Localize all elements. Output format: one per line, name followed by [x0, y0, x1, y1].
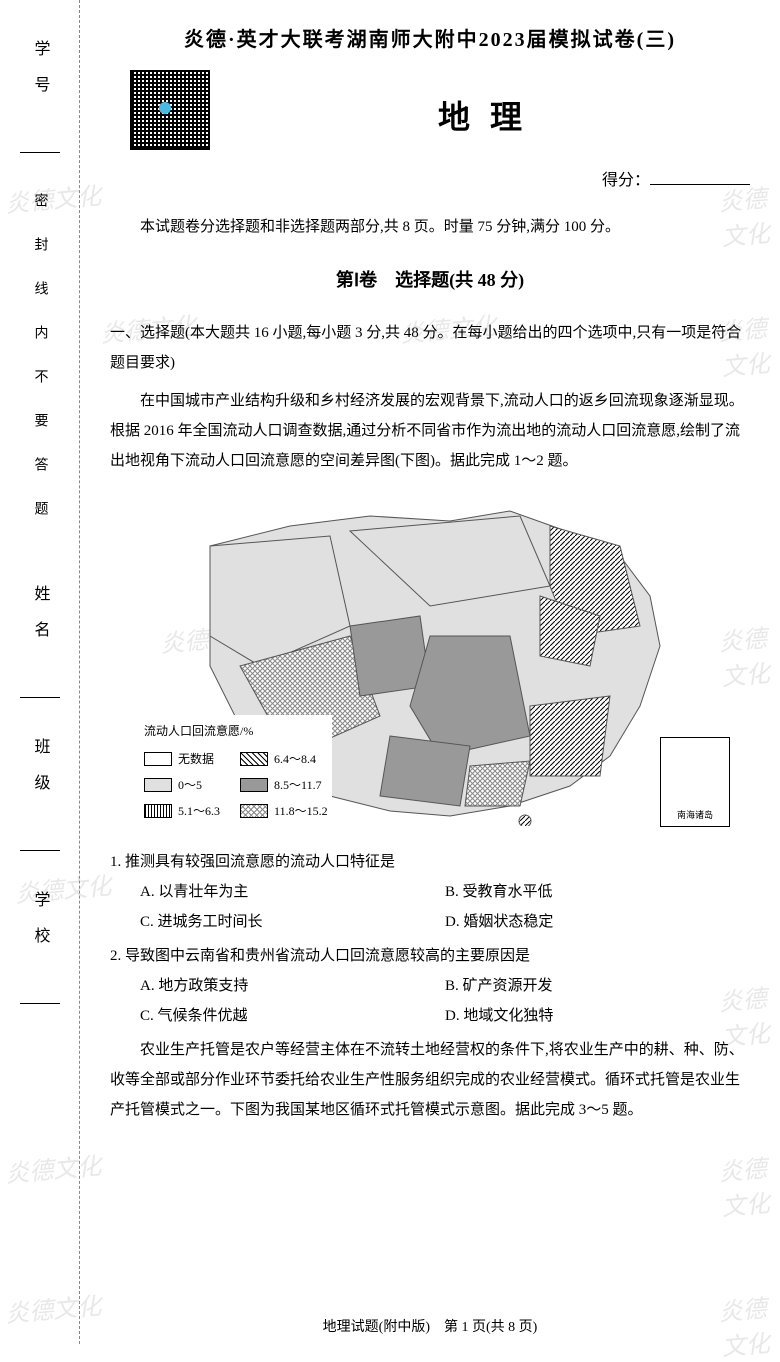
south-sea-inset: 南海诸岛	[660, 737, 730, 827]
legend-label: 无数据	[178, 747, 214, 771]
q1-stem: 1. 推测具有较强回流意愿的流动人口特征是	[110, 847, 750, 877]
q2-stem: 2. 导致图中云南省和贵州省流动人口回流意愿较高的主要原因是	[110, 941, 750, 971]
blank-line	[20, 697, 60, 698]
label-student-id: 学号	[28, 40, 52, 112]
legend-item: 无数据	[144, 747, 220, 771]
binding-sidebar: 学号 密封线内不要答题 姓名 班级 学校	[0, 0, 80, 1344]
label-class: 班级	[28, 738, 52, 810]
legend-label: 8.5～11.7	[274, 773, 322, 797]
legend-swatch	[144, 752, 172, 766]
q2-option-d: D. 地域文化独特	[445, 1001, 750, 1031]
section-1-header: 一、选择题(本大题共 16 小题,每小题 3 分,共 48 分。在每小题给出的四…	[110, 318, 750, 378]
blank-line	[20, 152, 60, 153]
legend-label: 11.8～15.2	[274, 799, 328, 823]
blank-line	[20, 850, 60, 851]
legend-label: 6.4～8.4	[274, 747, 316, 771]
question-2: 2. 导致图中云南省和贵州省流动人口回流意愿较高的主要原因是 A. 地方政策支持…	[110, 941, 750, 1031]
china-map-figure: 流动人口回流意愿/% 无数据 6.4～8.4 0～5 8.5～11.7 5.1～6.3 1…	[110, 486, 750, 837]
legend-swatch	[240, 752, 268, 766]
exam-title: 炎德·英才大联考湖南师大附中2023届模拟试卷(三)	[110, 20, 750, 60]
q1-option-c: C. 进城务工时间长	[140, 907, 445, 937]
q1-option-b: B. 受教育水平低	[445, 877, 750, 907]
legend-swatch	[144, 804, 172, 818]
legend-label: 0～5	[178, 773, 202, 797]
inset-label: 南海诸岛	[677, 806, 713, 824]
legend-item: 5.1～6.3	[144, 799, 220, 823]
legend-title: 流动人口回流意愿/%	[144, 719, 328, 743]
passage-1: 在中国城市产业结构升级和乡村经济发展的宏观背景下,流动人口的返乡回流现象逐渐显现…	[110, 386, 750, 476]
score-line: 得分：	[110, 165, 750, 197]
qr-code-icon	[130, 70, 210, 150]
main-content: 炎德·英才大联考湖南师大附中2023届模拟试卷(三) 地理 得分： 本试题卷分选…	[80, 0, 780, 1344]
legend-swatch	[240, 778, 268, 792]
map-legend: 流动人口回流意愿/% 无数据 6.4～8.4 0～5 8.5～11.7 5.1～6.3 1…	[140, 715, 332, 827]
question-1: 1. 推测具有较强回流意愿的流动人口特征是 A. 以青壮年为主 B. 受教育水平…	[110, 847, 750, 937]
label-school: 学校	[28, 891, 52, 963]
exam-intro: 本试题卷分选择题和非选择题两部分,共 8 页。时量 75 分钟,满分 100 分…	[110, 212, 750, 242]
label-name: 姓名	[28, 585, 52, 657]
score-blank	[650, 184, 750, 185]
passage-2: 农业生产托管是农户等经营主体在不流转土地经营权的条件下,将农业生产中的耕、种、防…	[110, 1035, 750, 1125]
legend-item: 6.4～8.4	[240, 747, 328, 771]
q2-option-c: C. 气候条件优越	[140, 1001, 445, 1031]
legend-item: 11.8～15.2	[240, 799, 328, 823]
subject-heading: 地理	[230, 70, 750, 149]
q1-option-a: A. 以青壮年为主	[140, 877, 445, 907]
section-1-title: 第Ⅰ卷 选择题(共 48 分)	[110, 262, 750, 298]
legend-label: 5.1～6.3	[178, 799, 220, 823]
legend-swatch	[144, 778, 172, 792]
score-label: 得分：	[602, 172, 650, 189]
legend-item: 0～5	[144, 773, 220, 797]
q2-option-b: B. 矿产资源开发	[445, 971, 750, 1001]
q1-option-d: D. 婚姻状态稳定	[445, 907, 750, 937]
q2-option-a: A. 地方政策支持	[140, 971, 445, 1001]
seal-text: 密封线内不要答题	[30, 193, 50, 545]
blank-line	[20, 1003, 60, 1004]
legend-item: 8.5～11.7	[240, 773, 328, 797]
legend-swatch	[240, 804, 268, 818]
